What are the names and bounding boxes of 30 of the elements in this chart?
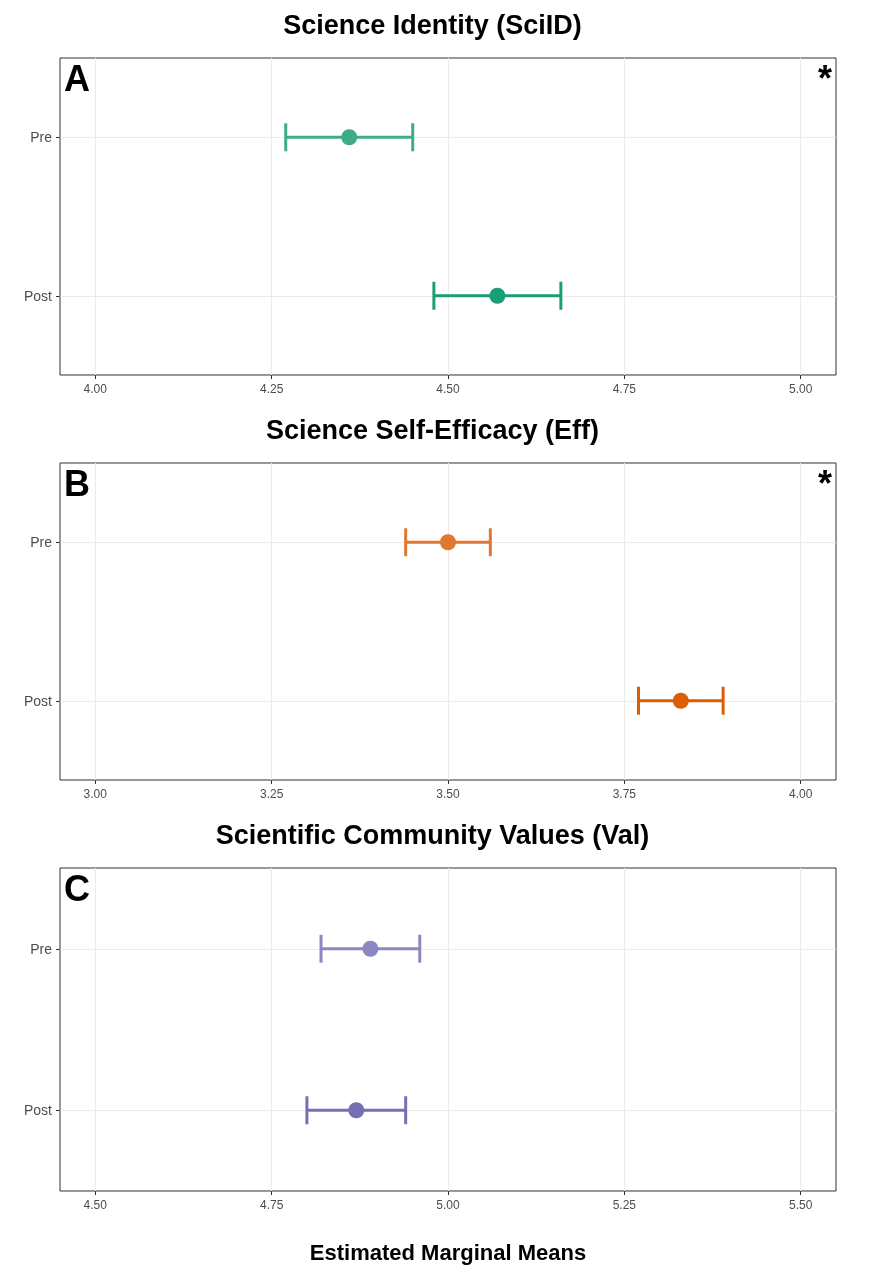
- annotation: C: [64, 867, 90, 909]
- y-tick-label: Post: [23, 287, 53, 304]
- x-tick-label: 3.50: [436, 787, 460, 801]
- chart-title: Science Self-Efficacy (Eff): [265, 414, 600, 445]
- annotation: *: [817, 462, 833, 504]
- x-tick-label: 4.50: [83, 1198, 108, 1212]
- y-tick-label: Pre: [30, 940, 53, 957]
- x-tick-label: 5.00: [789, 382, 813, 396]
- x-tick-label: 5.50: [789, 1198, 813, 1212]
- annotation: B: [64, 462, 90, 504]
- annotation: A: [64, 57, 90, 99]
- annotation: *: [817, 57, 833, 99]
- x-tick-label: 3.75: [612, 787, 637, 801]
- chart-title: Scientific Community Values (Val): [215, 819, 650, 850]
- x-tick-label: 4.75: [259, 1198, 284, 1212]
- x-tick-label: 4.75: [612, 382, 637, 396]
- y-tick-label: Post: [23, 1102, 53, 1119]
- x-tick-label: 5.00: [436, 1198, 460, 1212]
- x-tick-label: 4.50: [436, 382, 460, 396]
- x-tick-label: 4.00: [83, 382, 108, 396]
- y-tick-label: Post: [23, 692, 53, 709]
- x-tick-label: 3.00: [83, 787, 108, 801]
- chart-title: Science Identity (SciID): [283, 9, 582, 40]
- x-tick-label: 3.25: [259, 787, 284, 801]
- x-tick-label: 5.25: [612, 1198, 637, 1212]
- y-tick-label: Pre: [30, 129, 53, 146]
- y-tick-label: Pre: [30, 534, 53, 551]
- x-tick-label: 4.00: [789, 787, 813, 801]
- x-axis-title: Estimated Marginal Means: [309, 1239, 587, 1265]
- x-tick-label: 4.25: [259, 382, 284, 396]
